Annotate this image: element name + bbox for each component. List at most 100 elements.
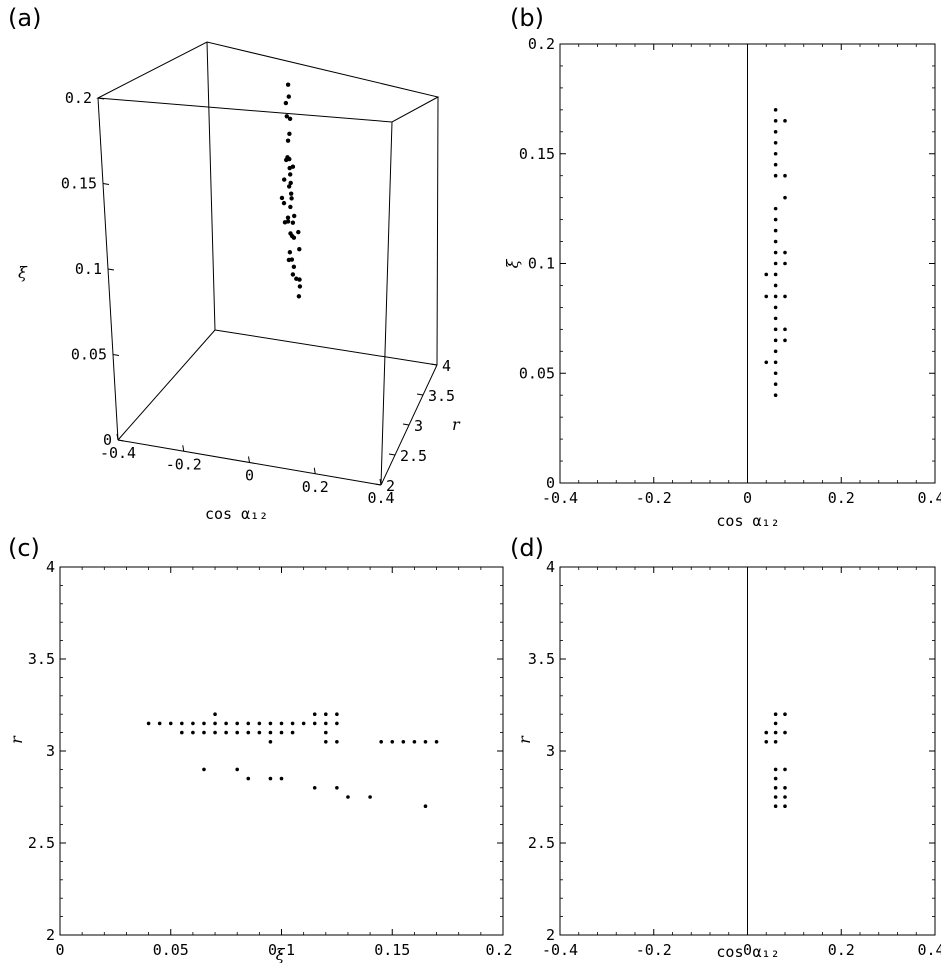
panel-c-point [146,721,151,726]
panel-d-point [783,786,787,790]
panel-a-xtick-label: -0.2 [166,455,202,473]
panel-d-point [773,740,778,744]
panel-c-point [180,730,184,735]
panel-a-point [296,294,302,299]
panel-a-ztick [117,439,125,442]
panel-a-ytick [388,453,396,456]
panel-a-points [279,82,303,299]
panel-d-point [764,730,769,735]
panel-b-point [773,283,778,288]
panel-c-point [257,721,262,726]
panel-a-point [288,172,293,177]
panel-c-point [279,721,284,726]
panel-a-ytick-label: 2 [386,477,395,495]
panel-a-point [285,215,291,220]
panel-b-point [783,261,787,266]
panel-c-point [290,730,295,735]
panel-a-xtick-label: 0 [245,467,254,485]
panel-d-point [773,767,778,772]
panel-b-point [773,261,778,266]
panel-c-point [202,767,206,772]
panel-c-point [235,730,239,735]
panel-a-point [292,213,297,219]
panel-a-xtick-label: 0.2 [302,478,329,496]
panel-c-point [324,721,328,726]
panel-c-point [202,730,206,735]
panel-c-point [224,730,228,735]
panel-b-label: (b) [510,4,544,32]
panel-c-point [423,804,428,808]
panel-c-point [324,712,328,716]
panel-c-point [213,712,217,716]
panel-d-ytick-label: 3.5 [528,650,555,668]
panel-b-ytick-label: 0 [546,474,555,492]
panel-c-point [324,730,328,735]
panel-b-plot: -0.4 -0.2 0 0.2 0.4 0 0.05 0.1 0.15 0.2 cos α₁₂ ξ [503,35,941,530]
panel-d-point [773,776,778,781]
panel-b-point [783,119,787,123]
panel-b-point [783,195,787,200]
panel-a-ytick-label: 4 [442,357,451,375]
panel-d-xtick-label: 0.4 [917,941,941,959]
panel-b-point [773,119,778,123]
panel-a-label: (a) [8,4,41,32]
panel-c-point [257,730,262,735]
panel-c-ytick-label: 3 [46,742,55,760]
panel-c-point [268,740,273,744]
panel-c-point [168,721,173,726]
panel-b-point [773,108,778,112]
panel-d-point [783,804,787,808]
panel-c-point [235,721,239,726]
panel-a-point [287,165,292,171]
panel-c-point [312,712,317,716]
panel-c-point [180,721,184,726]
panel-a-point [287,250,293,255]
panel-a-point [288,180,293,186]
panel-b-xtick-label: 0.2 [828,489,855,507]
panel-c-point [335,786,339,790]
panel-a-point [285,155,290,160]
panel-a-3d-plot: -0.4-0.200.20.422.533.5400.050.10.150.2 … [18,41,461,523]
panel-c-plot: 0 0.05 0.1 0.15 0.2 2 2.5 3 3.5 4 ξ r [7,558,513,963]
panel-c-xlabel: ξ [276,945,286,963]
panel-c-point [213,721,217,726]
panel-a-ztick [97,97,105,100]
panel-b-point [773,294,778,299]
panel-b-point [773,338,778,343]
panel-a-point [288,191,294,196]
panel-a-ytick-label: 3.5 [428,387,455,405]
panel-d-point [773,804,778,808]
panel-c-point [191,730,195,735]
panel-c-point [268,776,273,781]
panel-a-xlabel: cos α₁₂ [205,505,268,523]
panel-a-ztick [107,268,115,271]
panel-b-xtick-label: -0.2 [636,489,672,507]
panel-a-point [279,195,285,201]
panel-d-ytick-label: 2 [546,926,555,944]
panel-a-point [282,177,287,182]
panel-a-ytick-label: 2.5 [400,447,427,465]
panel-d-point [783,730,787,735]
panel-a-ytick [430,363,438,366]
panel-d-point [773,712,778,716]
panel-c-xtick-label: 0 [55,941,64,959]
panel-a-xtick [182,445,185,452]
panel-b-point [773,206,778,211]
panel-a-point [291,264,297,269]
panel-a-point [286,94,291,99]
panel-b-xtick-label: 0.4 [917,489,941,507]
panel-a-point [286,184,292,189]
panel-a-ztick-label: 0.1 [75,260,102,278]
panel-d-xtick-label: 0.2 [828,941,855,959]
panel-d-point [773,730,778,735]
panel-b-point [783,327,787,332]
panel-b-point [773,239,778,244]
panel-c-point [191,721,195,726]
panel-c-ytick-label: 2.5 [28,834,55,852]
panel-c-xtick-label: 0.15 [374,941,410,959]
panel-b-point [764,294,769,299]
panel-c-point [290,721,295,726]
panel-c-point [368,795,372,799]
panel-d-label: (d) [510,534,544,562]
